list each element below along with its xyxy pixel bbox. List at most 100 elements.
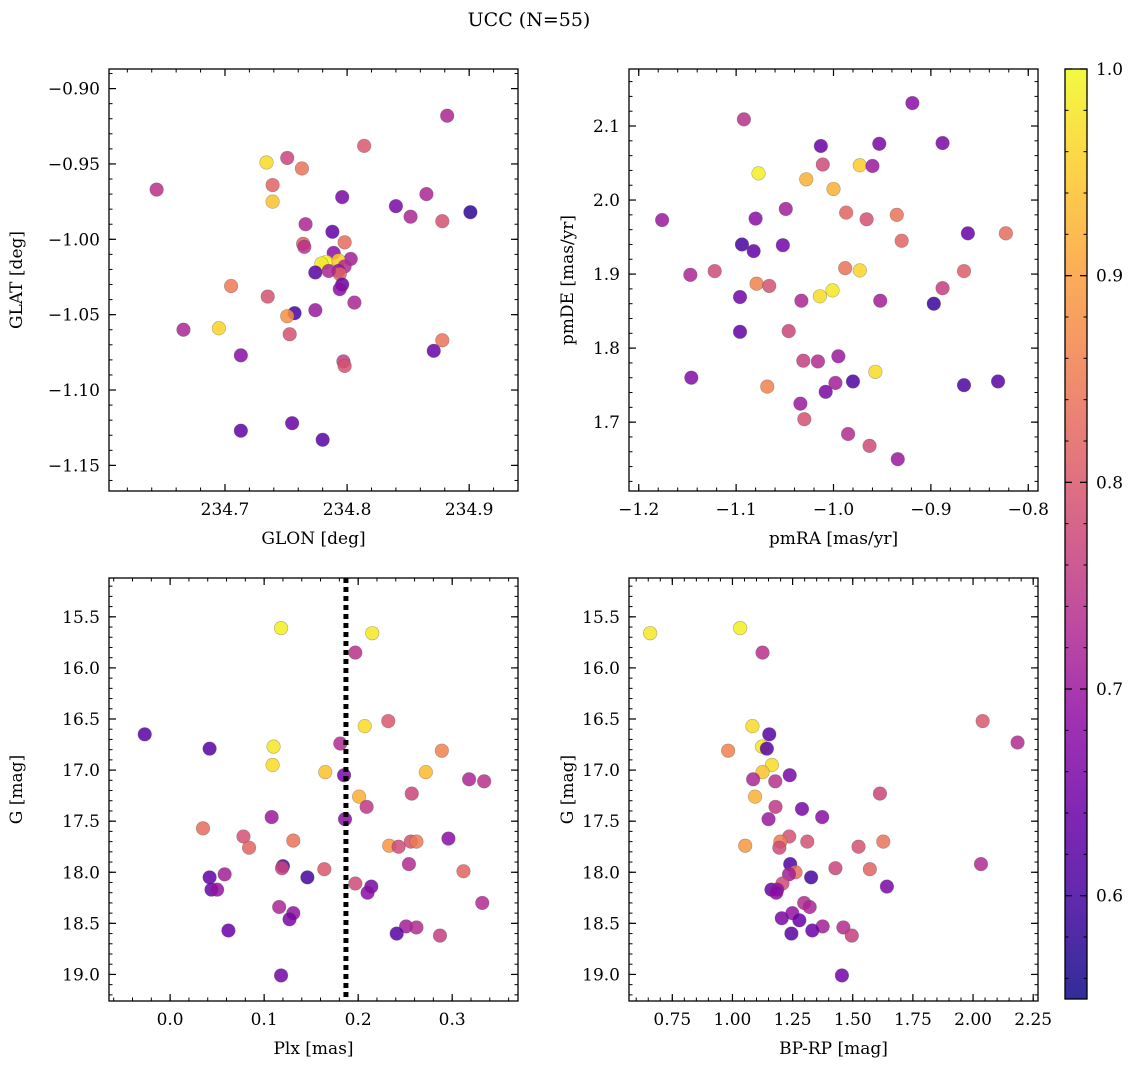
y-tick-label: 16.0	[62, 659, 100, 679]
data-point	[792, 913, 807, 928]
data-point	[233, 348, 248, 363]
data-point	[233, 423, 248, 438]
data-point	[873, 293, 888, 308]
x-tick-label: 234.7	[201, 500, 250, 520]
x-tick-label: −0.8	[1008, 500, 1049, 520]
data-point	[260, 289, 275, 304]
y-tick-label: 16.0	[582, 659, 620, 679]
x-axis-label: Plx [mas]	[273, 1039, 353, 1059]
data-point	[418, 765, 433, 780]
data-point	[264, 809, 279, 825]
x-tick-label: −1.1	[715, 500, 756, 520]
data-point	[879, 879, 895, 894]
data-point	[217, 867, 232, 882]
data-point	[859, 212, 874, 227]
data-point	[683, 267, 698, 282]
data-point	[812, 289, 827, 304]
y-tick-label: −1.00	[48, 230, 100, 250]
data-point	[813, 138, 828, 154]
y-axis-label: GLAT [deg]	[7, 231, 27, 329]
data-point	[768, 799, 783, 814]
data-point	[347, 295, 362, 310]
data-point	[285, 416, 300, 431]
data-point	[805, 923, 820, 938]
data-point	[272, 899, 287, 915]
data-point	[456, 864, 471, 879]
data-point	[815, 157, 830, 172]
x-tick-label: 0.3	[439, 1010, 466, 1030]
x-tick-label: 1.75	[894, 1010, 932, 1030]
data-point	[259, 155, 274, 170]
data-point	[721, 743, 736, 758]
colorbar-tick-label: 0.6	[1096, 887, 1123, 907]
data-point	[732, 289, 748, 305]
data-point	[273, 620, 289, 636]
x-tick-label: 0.1	[251, 1010, 278, 1030]
data-point	[755, 645, 770, 660]
y-tick-label: 16.5	[582, 710, 620, 730]
data-point	[149, 182, 164, 197]
y-tick-label: −0.90	[48, 80, 100, 100]
data-point	[845, 374, 861, 389]
data-point	[389, 926, 404, 941]
data-point	[872, 786, 888, 801]
colorbar-tick-label: 0.9	[1096, 267, 1123, 287]
data-point	[889, 207, 904, 222]
x-tick-label: 1.00	[714, 1010, 752, 1030]
data-point	[781, 323, 796, 339]
data-point	[844, 928, 859, 943]
data-point	[643, 626, 658, 641]
data-point	[769, 885, 784, 900]
data-point	[775, 238, 790, 253]
y-axis-label: pmDE [mas/yr]	[558, 215, 578, 345]
x-axis-label: BP-RP [mag]	[779, 1039, 888, 1059]
data-point	[280, 309, 295, 324]
data-point	[794, 801, 810, 817]
data-point	[852, 158, 867, 173]
x-tick-label: 1.50	[834, 1010, 872, 1030]
data-point	[746, 244, 761, 259]
y-axis-label: G [mag]	[558, 755, 578, 824]
data-point	[265, 194, 280, 209]
data-point	[868, 364, 883, 379]
data-point	[282, 327, 297, 342]
x-tick-label: 2.25	[1014, 1010, 1052, 1030]
data-point	[764, 757, 780, 773]
minor-ticks	[109, 69, 519, 491]
data-point	[236, 829, 251, 844]
data-point	[419, 186, 434, 202]
axes-frame	[108, 577, 519, 1002]
scatter-points	[149, 108, 478, 447]
data-point	[335, 190, 350, 205]
data-point	[365, 626, 380, 641]
minor-ticks	[629, 578, 1038, 1001]
data-point	[352, 789, 367, 804]
data-point	[890, 452, 905, 467]
y-tick-label: −1.15	[48, 456, 100, 476]
data-point	[851, 839, 866, 854]
data-point	[768, 774, 783, 789]
y-tick-label: 17.5	[582, 812, 620, 832]
data-point	[176, 322, 191, 337]
data-point	[426, 343, 441, 358]
x-tick-label: 0.2	[345, 1010, 372, 1030]
data-point	[359, 799, 374, 814]
data-point	[761, 812, 776, 827]
data-point	[818, 384, 833, 399]
data-point	[475, 895, 490, 911]
data-point	[317, 862, 332, 877]
data-point	[876, 834, 891, 849]
data-point	[745, 719, 760, 734]
scatter-points	[643, 620, 1025, 983]
data-point	[734, 237, 750, 252]
data-point	[834, 968, 850, 983]
scatter-points	[137, 620, 492, 983]
data-point	[403, 209, 418, 224]
data-point	[926, 296, 941, 311]
data-point	[223, 278, 239, 294]
y-tick-label: 18.0	[582, 863, 620, 883]
x-tick-label: −1.2	[618, 500, 659, 520]
data-point	[202, 741, 217, 756]
data-point	[655, 212, 670, 228]
